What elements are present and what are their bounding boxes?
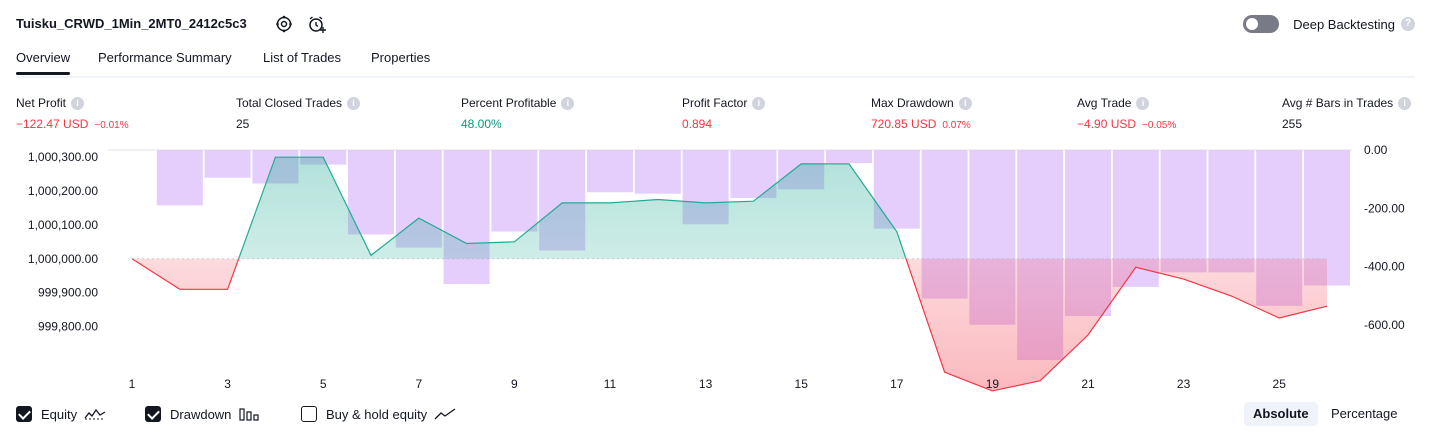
drawdown-bar <box>204 150 251 178</box>
legend-equity-label: Equity <box>41 406 78 422</box>
x-axis-tick-label: 5 <box>320 377 327 391</box>
drawdown-bar <box>587 150 633 193</box>
metric-value: 0.894 <box>682 117 713 131</box>
deep-backtesting-label: Deep Backtesting <box>1293 17 1395 32</box>
metric-label: Total Closed Trades <box>236 96 343 110</box>
metric-avg-trade: Avg Trade i −4.90 USD −0.05% <box>1077 94 1176 131</box>
metric-label: Profit Factor <box>682 96 748 110</box>
add-alert-icon[interactable] <box>307 14 327 34</box>
right-axis-tick-label: 0.00 <box>1364 143 1388 157</box>
info-icon[interactable]: i <box>561 96 575 110</box>
metric-value: −4.90 USD <box>1077 117 1137 131</box>
report-tabs: Overview Performance Summary List of Tra… <box>16 46 1415 78</box>
metric-avg-bars-in-trades: Avg # Bars in Trades i 255 <box>1282 94 1412 131</box>
deep-backtesting-toggle[interactable] <box>1243 15 1279 33</box>
equity-checkbox[interactable] <box>16 406 32 422</box>
metric-net-profit: Net Profit i −122.47 USD −0.01% <box>16 94 129 131</box>
buy-hold-line-icon <box>434 408 456 420</box>
metric-value: −122.47 USD <box>16 117 89 131</box>
equity-drawdown-chart: 1,000,300.00 1,000,200.00 1,000,100.00 1,00… <box>28 143 1405 392</box>
info-icon[interactable]: i <box>71 96 85 110</box>
drawdown-bar <box>634 150 681 194</box>
drawdown-bar <box>1208 150 1255 273</box>
metric-percent: −0.05% <box>1142 120 1177 131</box>
legend-buy-hold-equity[interactable]: Buy & hold equity <box>301 403 456 425</box>
metric-max-drawdown: Max Drawdown i 720.85 USD 0.07% <box>871 94 972 131</box>
legend-drawdown-label: Drawdown <box>170 406 232 422</box>
drawdown-bar <box>443 150 490 285</box>
left-axis-tick-label: 999,800.00 <box>38 320 98 334</box>
metric-value: 48.00% <box>461 117 502 131</box>
metric-label: Max Drawdown <box>871 96 954 110</box>
mode-absolute-button[interactable]: Absolute <box>1244 402 1318 426</box>
report-header: Tuisku_CRWD_1Min_2MT0_2412c5c3 Deep Back… <box>16 12 1415 36</box>
info-icon[interactable]: i <box>1398 96 1412 110</box>
tab-properties[interactable]: Properties <box>371 50 431 65</box>
x-axis-tick-label: 1 <box>129 377 136 391</box>
tab-performance-summary[interactable]: Performance Summary <box>98 50 232 65</box>
metric-percent-profitable: Percent Profitable i 48.00% <box>461 94 575 131</box>
left-axis-tick-label: 1,000,300.00 <box>28 150 98 164</box>
info-icon[interactable]: i <box>752 96 766 110</box>
metric-percent: −0.01% <box>94 120 129 131</box>
metric-profit-factor: Profit Factor i 0.894 <box>682 94 766 131</box>
right-axis-tick-label: -600.00 <box>1364 318 1405 332</box>
info-icon[interactable]: i <box>1136 96 1150 110</box>
x-axis-tick-label: 21 <box>1081 377 1095 391</box>
metric-label: Percent Profitable <box>461 96 557 110</box>
metric-label: Avg Trade <box>1077 96 1132 110</box>
buy-hold-checkbox[interactable] <box>301 406 317 422</box>
x-axis-tick-label: 9 <box>511 377 518 391</box>
equity-line-icon <box>84 408 106 420</box>
x-axis-tick-label: 17 <box>890 377 904 391</box>
help-icon[interactable]: ? <box>1401 17 1415 31</box>
x-axis-tick-label: 7 <box>415 377 422 391</box>
metric-value: 25 <box>236 117 250 131</box>
right-axis-tick-label: -200.00 <box>1364 201 1405 215</box>
x-axis-tick-label: 23 <box>1177 377 1191 391</box>
x-axis-tick-label: 3 <box>224 377 231 391</box>
deep-backtesting: Deep Backtesting ? <box>1235 14 1415 34</box>
drawdown-bar <box>491 150 538 232</box>
drawdown-bar <box>348 150 394 235</box>
drawdown-bars-icon <box>239 408 260 421</box>
x-axis-tick-label: 13 <box>699 377 713 391</box>
metric-percent: 0.07% <box>942 120 971 131</box>
legend-drawdown[interactable]: Drawdown <box>145 403 260 425</box>
x-axis-tick-label: 25 <box>1273 377 1287 391</box>
left-axis-tick-label: 1,000,000.00 <box>28 252 98 266</box>
equity-line-loss <box>131 258 1328 392</box>
drawdown-bar <box>1160 150 1207 273</box>
left-axis-tick-label: 1,000,100.00 <box>28 218 98 232</box>
metric-label: Net Profit <box>16 96 67 110</box>
left-axis-tick-label: 999,900.00 <box>38 286 98 300</box>
tab-list-of-trades[interactable]: List of Trades <box>263 50 342 65</box>
x-axis-tick-label: 15 <box>795 377 809 391</box>
drawdown-bar <box>156 150 203 206</box>
settings-icon[interactable] <box>274 14 294 34</box>
tab-overview[interactable]: Overview <box>16 50 71 75</box>
metric-total-closed-trades: Total Closed Trades i 25 <box>236 94 361 131</box>
equity-loss-area <box>132 258 1327 391</box>
x-axis-tick-label: 11 <box>604 377 617 391</box>
left-axis-tick-label: 1,000,200.00 <box>28 184 98 198</box>
metric-value: 720.85 USD <box>871 117 937 131</box>
mode-percentage-button[interactable]: Percentage <box>1331 406 1398 421</box>
info-icon[interactable]: i <box>958 96 972 110</box>
equity-profit-area <box>238 157 907 259</box>
metric-label: Avg # Bars in Trades <box>1282 96 1394 110</box>
right-axis-tick-label: -400.00 <box>1364 260 1405 274</box>
strategy-title: Tuisku_CRWD_1Min_2MT0_2412c5c3 <box>16 16 247 31</box>
x-axis-tick-label: 19 <box>986 377 1000 391</box>
equity-line-profit <box>132 156 907 259</box>
metric-value: 255 <box>1282 117 1303 131</box>
info-icon[interactable]: i <box>347 96 361 110</box>
legend-equity[interactable]: Equity <box>16 403 106 425</box>
drawdown-checkbox[interactable] <box>145 406 161 422</box>
legend-buy-hold-label: Buy & hold equity <box>326 406 428 422</box>
drawdown-bar <box>826 150 872 164</box>
